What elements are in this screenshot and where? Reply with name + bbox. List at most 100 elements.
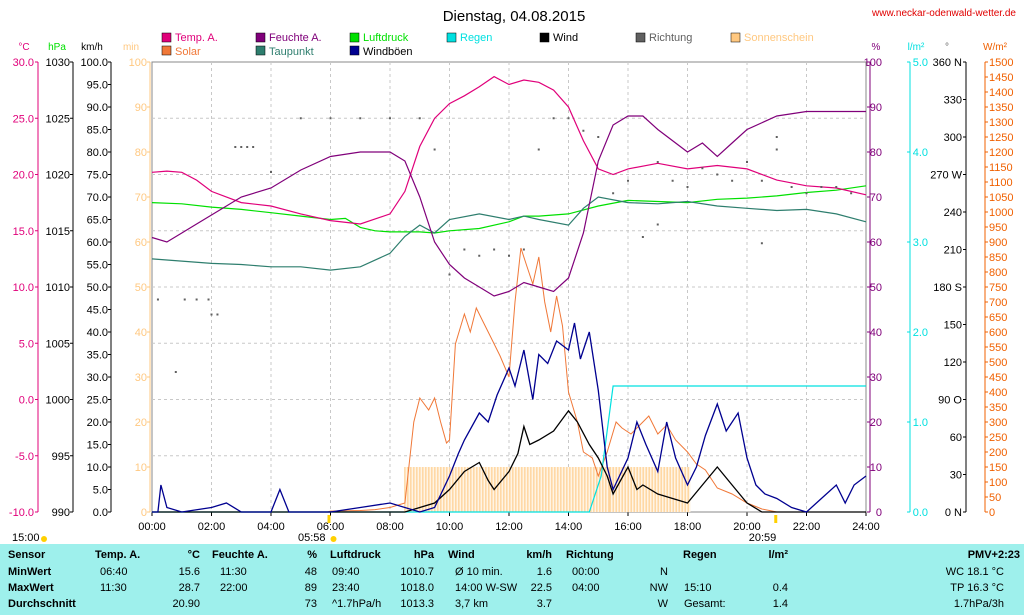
solar-axis-label: 350 (989, 402, 1007, 414)
solar-axis-label: 100 (989, 477, 1007, 489)
min-axis-label: 80 (135, 147, 147, 159)
direction-point (775, 148, 778, 151)
solar-axis-label: 650 (989, 312, 1007, 324)
legend-swatch (349, 32, 360, 43)
direction-point (805, 192, 808, 195)
legend-label: Richtung (649, 32, 692, 44)
wind-info: 3,7 km (455, 598, 489, 610)
temp-axis-label: 0.0 (19, 395, 34, 407)
legend-label: Feuchte A. (269, 32, 322, 44)
x-axis-label: 12:00 (495, 521, 523, 533)
rain-axis-label: 0.0 (913, 507, 928, 519)
direction-point (156, 298, 159, 301)
header-temp: Temp. A. (95, 549, 141, 561)
website-link[interactable]: www.neckar-odenwald-wetter.de (871, 8, 1016, 19)
legend-swatch (161, 45, 172, 56)
pct-axis-label: 60 (870, 237, 882, 249)
solar-axis-label: 1150 (989, 162, 1013, 174)
direction-point (463, 248, 466, 251)
rain-axis-label: 3.0 (913, 237, 928, 249)
wind-axis-label: 50.0 (87, 282, 108, 294)
solar-axis-label: 450 (989, 372, 1007, 384)
wind-info: 14:00 W-SW (455, 582, 518, 594)
direction-point (656, 161, 659, 163)
dir-axis-label: 180 S (933, 282, 962, 294)
wind-axis-label: 95.0 (87, 80, 108, 92)
direction-point (597, 136, 600, 138)
solar-axis-label: 250 (989, 432, 1007, 444)
wind-line (152, 409, 866, 513)
direction-point (252, 146, 255, 148)
row-label: MinWert (8, 566, 52, 578)
feuchte-time: 22:00 (220, 582, 248, 594)
feuchte-value: 89 (304, 582, 317, 594)
solar-axis-label: 900 (989, 237, 1007, 249)
wind-value: 3.7 (536, 598, 552, 610)
pct-axis-label: 30 (870, 372, 882, 384)
legend-label: Wind (553, 32, 578, 44)
header-feuchte: Feuchte A. (212, 549, 268, 561)
solar-axis-label: 750 (989, 282, 1007, 294)
dir-value: N (660, 566, 668, 578)
legend-label: Luftdruck (363, 32, 409, 44)
press-time: 09:40 (332, 566, 360, 578)
windboeen-line (152, 322, 867, 513)
pct-axis-label: 90 (870, 102, 882, 114)
dir-value: W (657, 598, 668, 610)
x-axis-label: 18:00 (674, 521, 702, 533)
temp-axis-label: -5.0 (15, 451, 34, 463)
axis-unit-pct: % (872, 42, 881, 53)
temp-axis-label: -10.0 (9, 507, 34, 519)
temp-axis-label: 15.0 (13, 226, 34, 238)
direction-point (731, 179, 734, 182)
solar-axis-label: 300 (989, 417, 1007, 429)
dir-time: 04:00 (572, 582, 600, 594)
press-axis-label: 1020 (46, 170, 70, 182)
sunset-label: 20:59 (749, 532, 777, 544)
min-axis-label: 40 (135, 327, 147, 339)
direction-point (835, 186, 838, 188)
wind-info: Ø 10 min. (455, 566, 503, 578)
pct-axis-label: 10 (870, 462, 882, 474)
pmv-extra: TP 16.3 °C (950, 582, 1004, 594)
wind-axis-label: 65.0 (87, 215, 108, 227)
legend-label: Temp. A. (175, 32, 218, 44)
dir-axis-label: 90 O (938, 395, 962, 407)
rain-time: 15:10 (684, 582, 712, 594)
wind-axis-label: 70.0 (87, 192, 108, 204)
direction-point (246, 146, 249, 148)
sunset-marker (774, 515, 778, 523)
rain-value: 1.4 (772, 598, 788, 610)
dir-axis-label: 360 N (933, 57, 962, 69)
weather-chart: Dienstag, 04.08.2015 www.neckar-odenwald… (9, 8, 1017, 544)
header-wind-unit: km/h (526, 549, 552, 561)
pct-axis-label: 80 (870, 147, 882, 159)
min-axis-label: 20 (135, 417, 147, 429)
press-axis-label: 990 (52, 507, 70, 519)
press-axis-label: 1005 (46, 338, 70, 350)
rain-axis-label: 5.0 (913, 57, 928, 69)
pct-axis-label: 20 (870, 417, 882, 429)
x-axis-label: 02:00 (198, 521, 226, 533)
luftdruck-line (151, 185, 867, 234)
press-axis-label: 1015 (46, 226, 70, 238)
dir-axis-label: 0 N (945, 507, 962, 519)
solar-axis-label: 1300 (989, 117, 1013, 129)
sunrise-label: 05:58 (298, 532, 326, 544)
wind-axis-label: 15.0 (87, 440, 108, 452)
pct-axis-label: 100 (864, 57, 882, 69)
temp-value: 28.7 (178, 582, 200, 594)
x-axis-label: 20:00 (733, 521, 761, 533)
axis-unit-rain: l/m² (908, 42, 925, 53)
header-regen-unit: l/m² (768, 549, 788, 561)
temp-axis-label: 10.0 (13, 282, 34, 294)
solar-axis-label: 950 (989, 222, 1007, 234)
press-axis-label: 1030 (46, 57, 70, 69)
axis-unit-wind: km/h (81, 42, 103, 53)
left-time-label: 15:00 (12, 532, 40, 544)
min-axis-label: 70 (135, 192, 147, 204)
regen-line (152, 385, 866, 513)
legend-label: Taupunkt (269, 46, 314, 58)
temp-line (151, 75, 867, 225)
press-axis-label: 1010 (46, 282, 70, 294)
